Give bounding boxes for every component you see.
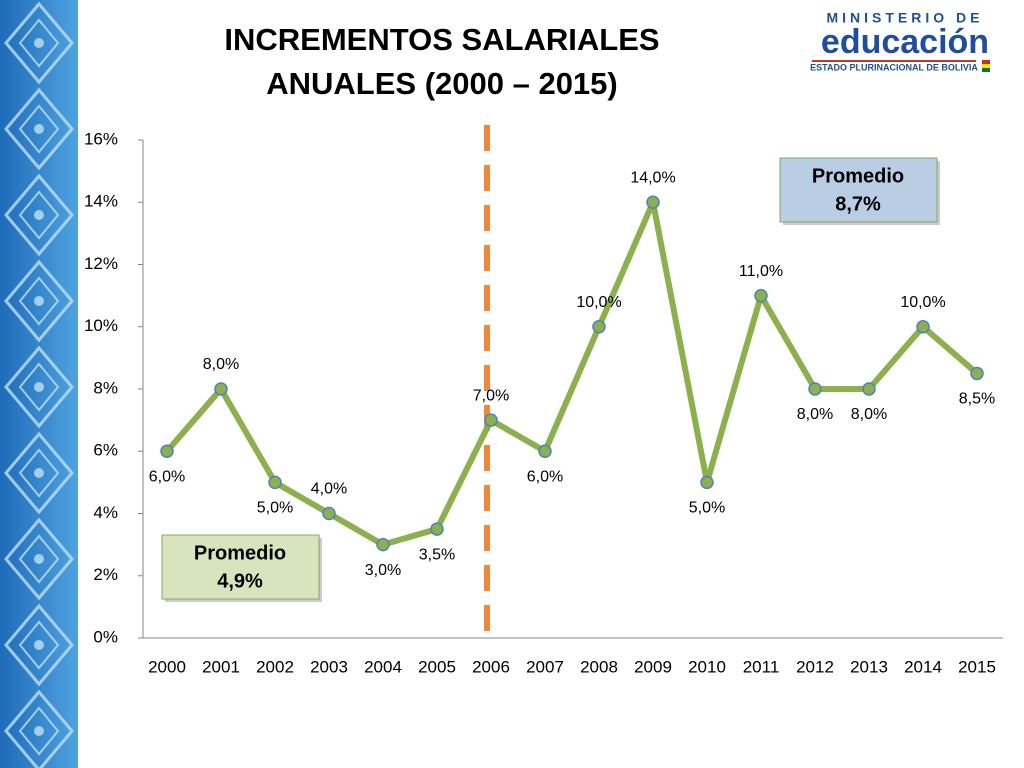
marker	[322, 506, 336, 521]
marker	[268, 475, 282, 490]
x-tick-label: 2004	[364, 657, 402, 676]
flag	[982, 60, 990, 64]
annotation-text: Promedio	[194, 542, 286, 564]
x-tick-label: 2014	[904, 657, 942, 676]
marker	[970, 366, 984, 381]
logo-name: educación	[821, 23, 989, 61]
marker	[376, 537, 390, 552]
y-tick-label: 6%	[93, 441, 118, 460]
x-tick-label: 2006	[472, 657, 510, 676]
data-label: 6,0%	[149, 468, 185, 485]
data-label: 6,0%	[527, 468, 563, 485]
data-label: 10,0%	[576, 294, 621, 311]
marker	[214, 382, 228, 396]
data-label: 8,0%	[797, 406, 833, 423]
y-tick-label: 2%	[93, 565, 118, 584]
marker	[808, 382, 822, 396]
marker	[646, 195, 660, 209]
data-label: 5,0%	[257, 500, 293, 517]
data-label: 7,0%	[473, 387, 509, 404]
y-tick-label: 12%	[84, 254, 118, 273]
x-tick-label: 2005	[418, 657, 456, 676]
data-label: 8,0%	[851, 406, 887, 423]
y-tick-label: 10%	[84, 316, 118, 335]
data-label: 10,0%	[900, 294, 945, 311]
annotation-text: Promedio	[812, 165, 904, 187]
y-tick-label: 4%	[93, 503, 118, 522]
data-label: 3,5%	[419, 546, 455, 563]
annotation-box	[779, 157, 938, 223]
annotation-text: 4,9%	[217, 570, 263, 592]
logo-rule	[812, 60, 976, 62]
flag	[982, 64, 990, 68]
data-label: 14,0%	[630, 169, 675, 186]
marker	[700, 475, 714, 490]
x-tick-label: 2015	[958, 657, 996, 676]
y-tick-label: 8%	[93, 378, 118, 397]
y-tick-label: 0%	[93, 627, 118, 646]
flag	[982, 68, 990, 72]
x-tick-label: 2013	[850, 657, 888, 676]
y-tick-label: 14%	[84, 192, 118, 211]
data-label: 11,0%	[739, 263, 783, 280]
line	[164, 199, 979, 548]
logo: MINISTERIO DE educación ESTADO PLURINACI…	[810, 10, 990, 72]
marker	[592, 320, 606, 334]
x-tick-label: 2008	[580, 657, 618, 676]
marker	[754, 288, 768, 303]
data-label: 3,0%	[365, 562, 401, 579]
side-pattern	[0, 0, 78, 768]
data-label: 8,5%	[959, 391, 995, 408]
marker	[484, 413, 498, 427]
data-label: 8,0%	[203, 356, 239, 373]
logo-bottom: ESTADO PLURINACIONAL DE BOLIVIA	[810, 62, 978, 72]
footer	[78, 690, 1024, 768]
marker	[538, 444, 552, 458]
marker	[916, 320, 930, 334]
marker	[160, 444, 174, 458]
x-tick-label: 2003	[310, 657, 348, 676]
marker	[430, 522, 444, 536]
annotation-text: 8,7%	[835, 193, 881, 215]
x-tick-label: 2001	[202, 657, 240, 676]
chart-title: ANUALES (2000 – 2015)	[266, 66, 618, 101]
marker	[862, 382, 876, 396]
x-tick-label: 2012	[796, 657, 834, 676]
y-tick-label: 16%	[84, 129, 118, 148]
x-tick-label: 2000	[148, 657, 186, 676]
logo-top: MINISTERIO DE	[826, 10, 983, 26]
x-tick-label: 2011	[743, 657, 780, 676]
data-label: 5,0%	[689, 500, 725, 517]
annotation-box	[161, 534, 320, 600]
data-label: 4,0%	[311, 481, 347, 498]
x-tick-label: 2010	[688, 657, 726, 676]
x-tick-label: 2007	[526, 657, 564, 676]
x-tick-label: 2002	[256, 657, 294, 676]
chart-title: INCREMENTOS SALARIALES	[224, 22, 659, 57]
x-tick-label: 2009	[634, 657, 672, 676]
